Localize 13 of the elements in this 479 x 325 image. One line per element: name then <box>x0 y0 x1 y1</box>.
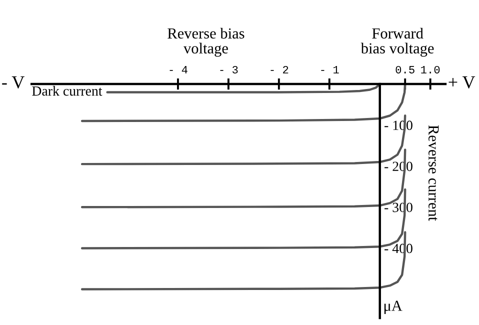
x-tick-label: - 4 <box>170 66 188 74</box>
x-tick-label: 0.5 <box>396 66 414 74</box>
x-tick-label: - 1 <box>321 66 339 74</box>
text: Forward bias voltage <box>360 28 434 57</box>
annotation: μA <box>384 300 402 314</box>
text: Reverse bias voltage <box>168 28 244 57</box>
series-label: Dark current <box>32 86 102 96</box>
text: + V <box>448 76 476 88</box>
y-axis-title: Reverse current <box>428 125 439 221</box>
x-tick-label: - 2 <box>270 66 288 74</box>
x-tick-label: 1.0 <box>421 66 440 74</box>
text: - V <box>2 76 24 88</box>
x-tick-label: - 3 <box>220 66 238 74</box>
